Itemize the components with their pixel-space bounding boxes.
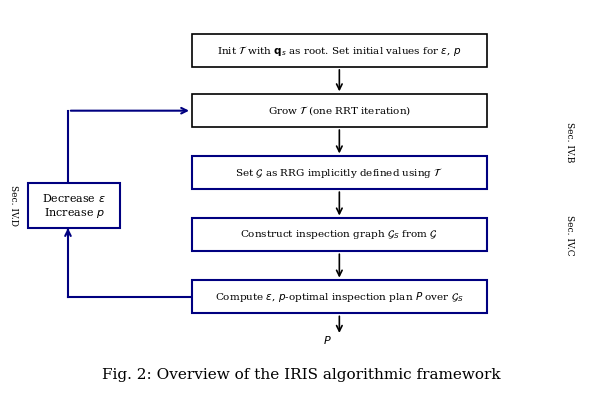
Text: Sec. IV.D: Sec. IV.D (8, 185, 17, 226)
Bar (28, 183, 120, 228)
Text: $P$: $P$ (323, 334, 332, 346)
Text: Fig. 2: Overview of the IRIS algorithmic framework: Fig. 2: Overview of the IRIS algorithmic… (102, 367, 500, 382)
Text: Sec. IV.C: Sec. IV.C (565, 215, 574, 255)
Bar (192, 280, 487, 314)
Text: Decrease $\varepsilon$
Increase $p$: Decrease $\varepsilon$ Increase $p$ (42, 192, 106, 220)
Text: Construct inspection graph $\mathcal{G}_S$ from $\mathcal{G}$: Construct inspection graph $\mathcal{G}_… (240, 228, 438, 242)
Text: Init $\mathcal{T}$ with $\mathbf{q}_s$ as root. Set initial values for $\varepsi: Init $\mathcal{T}$ with $\mathbf{q}_s$ a… (217, 44, 462, 57)
Bar (192, 156, 487, 189)
Text: Sec. IV.B: Sec. IV.B (565, 122, 574, 162)
Text: Grow $\mathcal{T}$ (one RRT iteration): Grow $\mathcal{T}$ (one RRT iteration) (268, 104, 411, 117)
Bar (192, 94, 487, 127)
Bar (192, 34, 487, 67)
Bar (192, 218, 487, 251)
Text: Compute $\varepsilon$, $p$-optimal inspection plan $P$ over $\mathcal{G}_S$: Compute $\varepsilon$, $p$-optimal inspe… (215, 290, 464, 304)
Text: Set $\mathcal{G}$ as RRG implicitly defined using $\mathcal{T}$: Set $\mathcal{G}$ as RRG implicitly defi… (235, 166, 444, 180)
